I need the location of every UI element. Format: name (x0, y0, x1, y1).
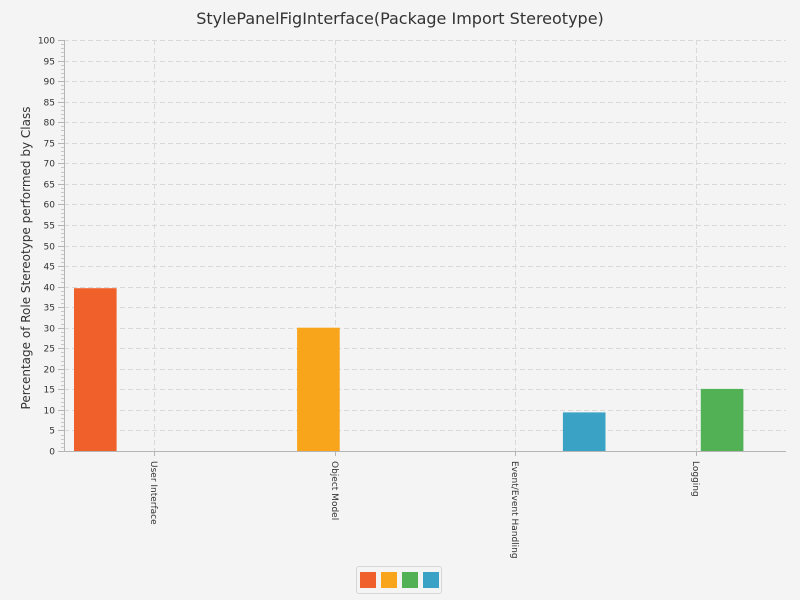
y-tick-label: 40 (44, 284, 56, 294)
x-tick-label: Event/Event Handling (509, 461, 519, 559)
legend-swatch (359, 572, 376, 588)
x-tick-label: Logging (690, 461, 700, 497)
bar-logging (700, 388, 744, 451)
y-axis-label: Percentage of Role Stereotype performed … (19, 107, 33, 410)
y-tick-label: 55 (44, 222, 55, 232)
y-tick-label: 50 (44, 243, 56, 253)
y-tick-label: 90 (44, 78, 56, 88)
y-tick-label: 25 (44, 345, 55, 355)
y-tick-label: 65 (44, 181, 55, 191)
bar-event-event-handling (562, 412, 606, 451)
y-tick-label: 60 (44, 201, 56, 211)
legend (356, 566, 442, 594)
y-tick-label: 85 (44, 99, 55, 109)
y-tick-label: 75 (44, 140, 55, 150)
y-tick-label: 20 (44, 366, 56, 376)
chart-title: StylePanelFigInterface(Package Import St… (196, 9, 604, 28)
bars (74, 288, 744, 451)
x-tick-label: User Interface (148, 461, 158, 525)
tick-labels: 0 5 10 15 20 25 30 35 40 45 50 55 60 65 70 75 80 85 90 95 10… (38, 37, 700, 559)
x-tick-label: Object Model (329, 461, 339, 520)
y-tick-label: 5 (49, 427, 55, 437)
bar-object-model (297, 327, 340, 451)
legend-swatch (380, 572, 397, 588)
y-tick-label: 100 (38, 37, 55, 47)
y-tick-label: 70 (44, 160, 56, 170)
bar-user-interface (74, 288, 117, 451)
y-tick-label: 35 (44, 304, 55, 314)
y-tick-label: 15 (44, 386, 55, 396)
y-tick-label: 95 (44, 58, 55, 68)
y-tick-label: 45 (44, 263, 55, 273)
y-tick-label: 30 (44, 325, 56, 335)
y-tick-label: 0 (49, 448, 55, 458)
legend-swatch (401, 572, 418, 588)
axes (58, 40, 786, 456)
y-tick-label: 80 (44, 119, 56, 129)
y-tick-label: 10 (44, 407, 56, 417)
grid (64, 40, 786, 451)
legend-swatch (422, 572, 439, 588)
